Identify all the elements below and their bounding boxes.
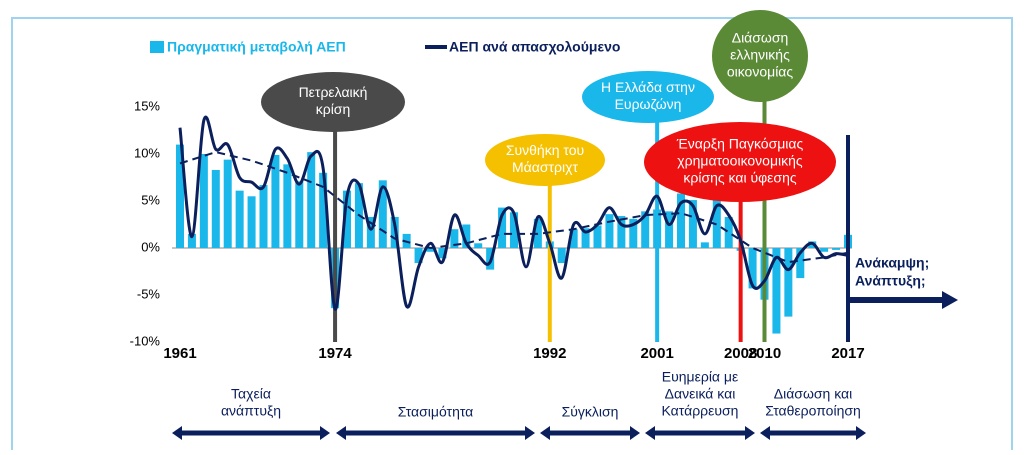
y-tick-label: -5% — [137, 286, 161, 301]
bar — [605, 214, 614, 248]
bar — [462, 224, 471, 248]
bar — [295, 181, 304, 248]
bar — [677, 193, 685, 248]
event-bubble — [582, 71, 714, 123]
event-label: Μάαστριχτ — [512, 159, 578, 175]
event-label: χρηματοοικονομικής — [677, 153, 803, 169]
bar — [176, 144, 184, 248]
event-label: οικονομίας — [727, 64, 794, 80]
event-label: Συνθήκη του — [506, 142, 584, 158]
bar — [378, 180, 387, 248]
bar — [557, 248, 566, 264]
bar — [712, 194, 721, 248]
bar — [235, 190, 244, 248]
bar — [426, 248, 435, 252]
bar — [724, 216, 733, 248]
bar — [271, 154, 280, 248]
period-label: ανάπτυξη — [221, 403, 281, 419]
x-tick-label: 1961 — [163, 345, 196, 362]
bar — [665, 211, 674, 248]
bar — [199, 154, 208, 248]
legend-swatch — [150, 41, 164, 53]
bar — [211, 169, 220, 248]
outlook-arrowhead — [942, 291, 958, 309]
event-label: Πετρελαική — [299, 84, 368, 100]
period-label: Ταχεία — [231, 386, 271, 402]
bar — [498, 207, 507, 248]
event-label: Διάσωση — [732, 30, 789, 46]
bar — [474, 243, 483, 248]
bar — [641, 211, 650, 248]
bar — [366, 216, 375, 248]
x-tick-label: 2001 — [640, 345, 673, 362]
period-arrowhead — [540, 426, 640, 440]
bar — [510, 212, 518, 248]
event-label: Ευρωζώνη — [615, 96, 682, 112]
bar — [688, 200, 697, 248]
period-label: Ευημερία με — [662, 369, 738, 385]
period-label: Δανεικά και — [665, 386, 736, 402]
bar — [343, 190, 351, 248]
bar — [187, 233, 196, 248]
bar — [593, 225, 602, 248]
bar — [820, 248, 829, 252]
bar — [283, 164, 292, 248]
bar — [617, 216, 626, 248]
outlook-label: Ανάπτυξη; — [855, 273, 926, 289]
bar — [784, 248, 793, 317]
period-label: Διάσωση και — [774, 386, 852, 402]
period-label: Στασιμότητα — [398, 404, 474, 420]
bar — [796, 248, 805, 279]
bar — [319, 172, 328, 248]
x-tick-label: 1974 — [318, 345, 352, 362]
event-label: κρίση — [316, 101, 351, 117]
x-tick-label: 2008 — [724, 345, 757, 362]
event-bubble — [712, 10, 808, 102]
bar — [307, 152, 316, 248]
bar — [247, 196, 256, 248]
bar — [832, 248, 841, 250]
y-tick-label: 10% — [134, 145, 160, 160]
event-label: κρίσης και ύφεσης — [683, 170, 796, 186]
y-tick-label: 0% — [141, 239, 160, 254]
y-tick-label: -10% — [130, 333, 161, 348]
event-bubble — [261, 72, 405, 132]
period-label: Σύγκλιση — [562, 404, 619, 420]
event-bubble — [644, 122, 836, 202]
period-label: Σταθεροποίηση — [765, 403, 861, 419]
event-label: ελληνικής — [730, 47, 790, 63]
bar — [450, 229, 459, 248]
bar — [629, 218, 638, 248]
outlook-label: Ανάκαμψη; — [855, 255, 929, 271]
bar — [569, 229, 578, 248]
frame — [11, 17, 1013, 455]
legend-label: Πραγματική μεταβολή ΑΕΠ — [167, 39, 346, 55]
event-label: Η Ελλάδα στην — [601, 79, 695, 95]
event-label: Έναρξη Παγκόσμιας — [676, 136, 804, 152]
bar — [748, 248, 757, 289]
y-tick-label: 15% — [134, 98, 160, 113]
period-label: Κατάρρευση — [662, 403, 739, 419]
y-tick-label: 5% — [141, 192, 160, 207]
bar — [581, 228, 590, 248]
bar — [259, 185, 268, 248]
legend-label: ΑΕΠ ανά απασχολούμενο — [449, 39, 620, 55]
bar — [438, 248, 447, 259]
x-tick-label: 2010 — [748, 345, 781, 362]
x-tick-label: 1992 — [533, 345, 566, 362]
bar — [223, 159, 232, 248]
event-bubble — [485, 134, 605, 186]
x-tick-label: 2017 — [831, 345, 864, 362]
bar — [772, 248, 781, 334]
bar — [700, 242, 709, 248]
bar — [414, 248, 423, 264]
line — [178, 115, 849, 311]
